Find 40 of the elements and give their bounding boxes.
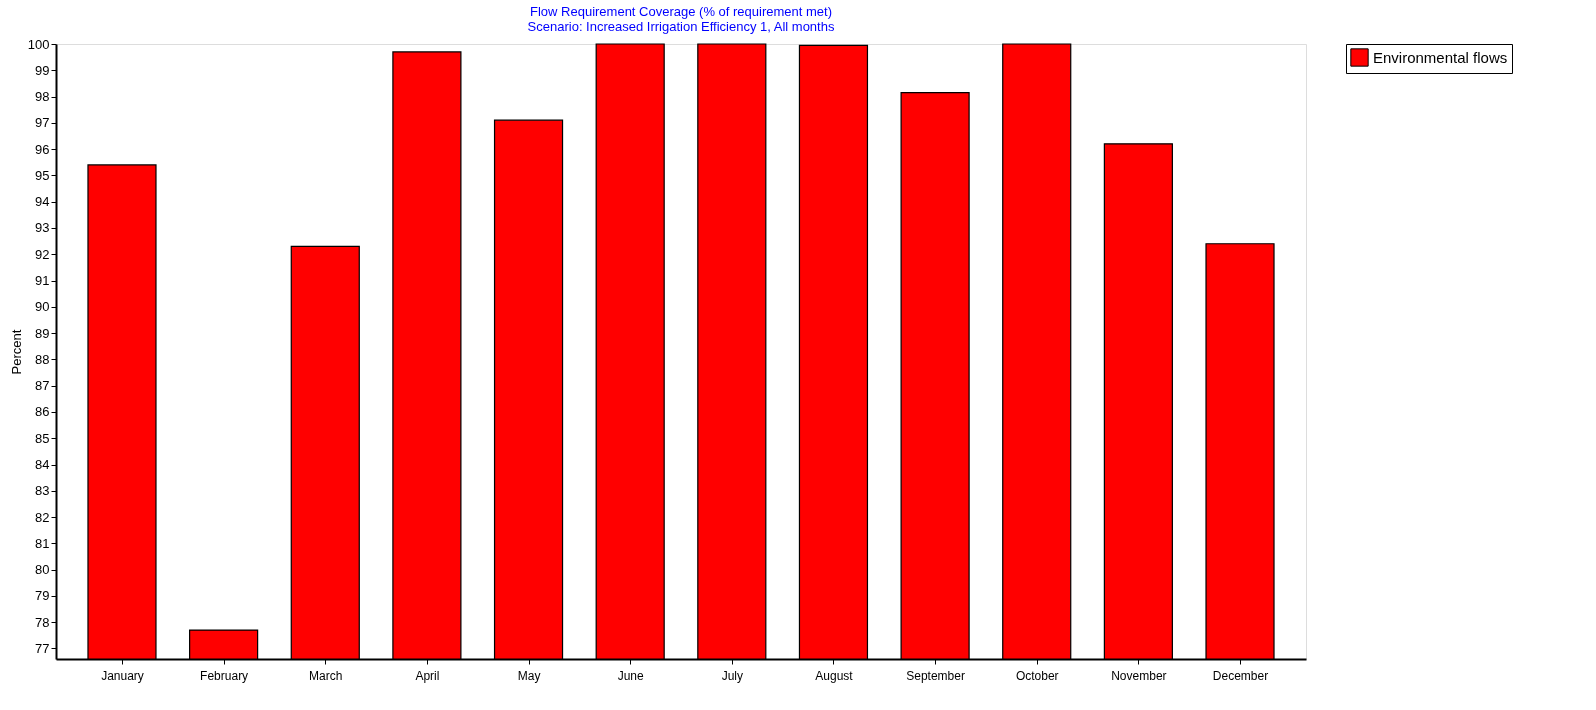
y-tick-label: 97 [35,115,50,131]
x-tick-label: November [1111,668,1167,683]
y-tick-label: 86 [35,404,50,420]
y-tick-label: 85 [35,430,50,446]
y-tick-label: 98 [35,89,50,105]
x-tick-label: January [101,668,144,683]
x-tick-label: March [309,668,343,683]
y-tick-label: 81 [35,535,50,551]
y-tick-label: 94 [35,194,50,210]
x-tick-label: June [617,668,645,683]
y-tick-label: 82 [35,509,50,525]
y-tick-label: 83 [35,483,50,499]
x-tick-label: August [815,668,854,683]
y-tick-label: 93 [35,220,50,236]
y-tick-label: 96 [35,141,50,157]
y-tick-label: 79 [35,588,50,604]
y-tick-label: 99 [35,62,50,78]
text: Flow Requirement Coverage (% of requirement met) [529,4,833,19]
y-tick-label: 88 [35,351,50,367]
y-tick-label: 90 [35,299,50,315]
x-tick-label: October [1015,668,1059,683]
x-tick-label: September [906,668,965,683]
y-tick-label: 89 [35,325,50,341]
text: Scenario: Increased Irrigation Efficiency 1, All months [527,19,835,34]
y-tick-label: 92 [35,246,50,262]
y-tick-label: 84 [35,457,50,473]
y-axis-title: Percent [8,329,24,375]
y-tick-label: 100 [27,36,50,52]
legend-label: Environmental flows [1373,48,1508,66]
y-tick-label: 80 [35,562,50,578]
y-tick-label: 87 [35,378,50,394]
y-tick-label: 77 [35,640,50,656]
x-tick-label: December [1212,668,1269,683]
y-tick-label: 95 [35,167,50,183]
y-tick-label: 78 [35,614,50,630]
x-tick-label: July [721,668,743,683]
x-tick-label: February [200,668,249,683]
x-tick-label: April [415,668,440,683]
x-tick-label: May [517,668,541,683]
y-tick-label: 91 [35,273,50,289]
